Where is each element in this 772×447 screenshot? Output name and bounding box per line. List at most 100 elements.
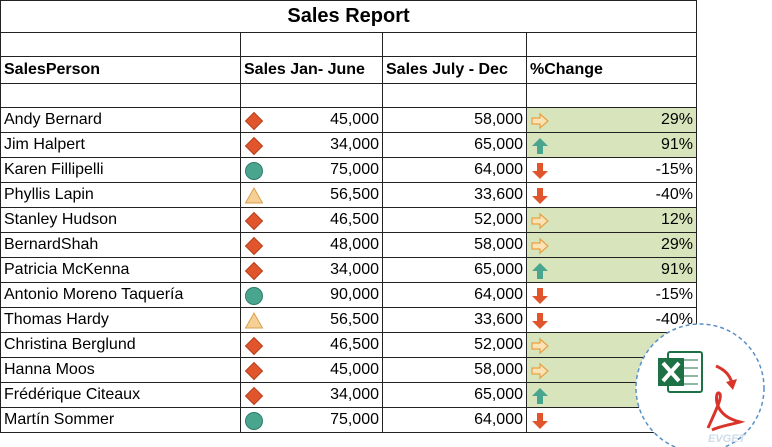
sales-july-dec: 64,000: [474, 161, 523, 178]
change-cell: -15%: [525, 282, 698, 308]
sales-july-dec: 65,000: [474, 136, 523, 153]
report-title: Sales Report: [0, 0, 698, 33]
sales-jan-june: 34,000: [330, 261, 379, 278]
icon-shape: [532, 163, 548, 179]
sales-jan-june-cell: 34,000: [240, 257, 383, 283]
icon-shape: [532, 138, 548, 154]
salesperson-cell: Hanna Moos: [0, 357, 241, 383]
salesperson: Antonio Moreno Taquería: [4, 286, 184, 303]
percent-change: 29%: [660, 111, 694, 128]
sales-july-dec: 64,000: [474, 286, 523, 303]
icon-shape: [532, 188, 548, 204]
sales-jan-june: 34,000: [330, 136, 379, 153]
change-cell: -40%: [525, 182, 698, 208]
icon: [244, 161, 264, 182]
change-cell: -40%: [525, 307, 698, 333]
icon: [244, 336, 264, 357]
icon-shape: [532, 288, 548, 304]
salesperson: Martín Sommer: [4, 411, 115, 428]
sales-july-dec: 65,000: [474, 261, 523, 278]
icon-shape: [244, 211, 264, 231]
salesperson: Andy Bernard: [4, 111, 102, 128]
icon: [244, 136, 264, 157]
change-cell: -15%: [525, 157, 698, 183]
salesperson: Thomas Hardy: [4, 311, 109, 328]
icon-shape: [531, 337, 549, 355]
icon: [244, 186, 264, 207]
sales-jan-june: 45,000: [330, 111, 379, 128]
change-cell: 29%: [525, 232, 698, 258]
icon-shape: [244, 336, 264, 356]
sales-jan-june: 46,500: [330, 336, 379, 353]
percent-change: 91%: [660, 136, 694, 153]
blank-row: [0, 83, 698, 108]
percent-change: -15%: [655, 161, 694, 178]
icon-shape: [245, 287, 263, 305]
sales-july-dec-cell: 52,000: [382, 207, 527, 233]
sales-july-dec-cell: 33,600: [382, 307, 527, 333]
data-row: Phyllis Lapin 56,500 33,600 -40%: [0, 182, 698, 208]
sales-july-dec-cell: 64,000: [382, 407, 527, 433]
icon-shape: [245, 162, 263, 180]
sales-july-dec-cell: 58,000: [382, 107, 527, 133]
percent-change: 29%: [660, 236, 694, 253]
column-header: SalesPerson: [0, 56, 241, 84]
sales-july-dec-cell: 52,000: [382, 332, 527, 358]
icon: [244, 311, 264, 332]
icon-shape: [244, 111, 264, 131]
icon: [530, 286, 550, 307]
header-row: SalesPerson Sales Jan- June Sales July - D…: [0, 56, 698, 84]
change-cell: 91%: [525, 257, 698, 283]
sales-jan-june: 90,000: [330, 286, 379, 303]
icon-shape: [244, 136, 264, 156]
sales-jan-june: 45,000: [330, 361, 379, 378]
watermark: EVGET: [708, 433, 747, 445]
sales-jan-june-cell: 56,500: [240, 307, 383, 333]
sales-jan-june-cell: 75,000: [240, 407, 383, 433]
icon: [530, 386, 550, 407]
sales-jan-june: 48,000: [330, 236, 379, 253]
salesperson: Stanley Hudson: [4, 211, 117, 228]
icon-shape: [531, 112, 549, 130]
sales-jan-june-cell: 46,500: [240, 207, 383, 233]
icon: [244, 211, 264, 232]
sales-july-dec: 52,000: [474, 211, 523, 228]
sales-jan-june-cell: 56,500: [240, 182, 383, 208]
sales-jan-june: 75,000: [330, 161, 379, 178]
salesperson-cell: Antonio Moreno Taquería: [0, 282, 241, 308]
icon: [244, 386, 264, 407]
salesperson-cell: Stanley Hudson: [0, 207, 241, 233]
salesperson-cell: Karen Fillipelli: [0, 157, 241, 183]
data-row: Thomas Hardy 56,500 33,600 -40%: [0, 307, 698, 333]
sales-july-dec: 33,600: [474, 186, 523, 203]
icon: [244, 236, 264, 257]
icon-shape: [244, 236, 264, 256]
icon: [530, 236, 550, 257]
data-row: Patricia McKenna 34,000 65,000 91%: [0, 257, 698, 283]
data-row: Andy Bernard 45,000 58,000 29%: [0, 107, 698, 133]
sales-july-dec-cell: 65,000: [382, 132, 527, 158]
icon-shape: [531, 362, 549, 380]
icon-shape: [244, 386, 264, 406]
salesperson-cell: Patricia McKenna: [0, 257, 241, 283]
icon-shape: [532, 313, 548, 329]
salesperson: Patricia McKenna: [4, 261, 130, 278]
sales-july-dec-cell: 58,000: [382, 232, 527, 258]
spreadsheet: Sales Report SalesPerson Sales Jan- June S…: [0, 0, 698, 433]
salesperson-cell: Frédérique Citeaux: [0, 382, 241, 408]
salesperson: Frédérique Citeaux: [4, 386, 141, 403]
icon: [530, 161, 550, 182]
change-cell: 91%: [525, 132, 698, 158]
sales-july-dec: 58,000: [474, 111, 523, 128]
salesperson-cell: Phyllis Lapin: [0, 182, 241, 208]
data-row: Antonio Moreno Taquería 90,000 64,000 -15%: [0, 282, 698, 308]
sales-jan-june: 56,500: [330, 311, 379, 328]
icon: [530, 261, 550, 282]
sales-jan-june-cell: 75,000: [240, 157, 383, 183]
sales-jan-june-cell: 46,500: [240, 332, 383, 358]
salesperson-cell: BernardShah: [0, 232, 241, 258]
sales-july-dec-cell: 33,600: [382, 182, 527, 208]
